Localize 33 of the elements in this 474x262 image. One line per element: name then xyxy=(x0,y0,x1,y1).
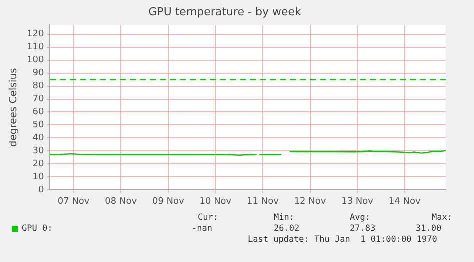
text: Last update: Thu Jan 1 01:00:00 1970 xyxy=(248,235,438,245)
y-tick-label: 10 xyxy=(32,172,44,183)
y-tick-label: 120 xyxy=(26,30,44,40)
text: 31.00 xyxy=(416,224,442,234)
x-tick-label: 13 Nov xyxy=(342,196,374,207)
y-tick-label: 30 xyxy=(32,146,44,157)
y-tick-label: 50 xyxy=(32,120,44,131)
legend-label: GPU 0: xyxy=(22,224,53,234)
text: -nan xyxy=(192,224,212,234)
y-tick-label: 90 xyxy=(32,68,44,79)
y-tick-label: 40 xyxy=(32,134,44,144)
y-tick-label: 110 xyxy=(26,42,44,53)
x-tick-label: 10 Nov xyxy=(200,196,232,207)
text: Max: xyxy=(432,213,452,223)
x-tick-label: 12 Nov xyxy=(294,196,327,207)
text: 26.02 xyxy=(274,224,300,234)
text: Min: xyxy=(274,213,294,223)
y-axis-title: degrees Celsius xyxy=(8,68,20,148)
x-tick-label: 11 Nov xyxy=(247,196,280,207)
y-tick-label: 80 xyxy=(32,82,44,92)
x-tick-label: 07 Nov xyxy=(58,196,90,207)
x-tick-label: 14 Nov xyxy=(388,196,422,207)
x-tick-label: 08 Nov xyxy=(105,196,138,207)
x-tick-label: 09 Nov xyxy=(152,196,186,207)
y-tick-label: 20 xyxy=(32,160,44,170)
text: Avg: xyxy=(350,213,370,223)
y-tick-label: 0 xyxy=(38,186,44,196)
text: 27.83 xyxy=(350,224,376,234)
chart-title: GPU temperature - by week xyxy=(148,5,302,18)
y-tick-label: 60 xyxy=(32,108,44,118)
y-tick-label: 70 xyxy=(32,94,44,105)
text: Cur: xyxy=(198,213,218,223)
y-tick-label: 100 xyxy=(26,56,44,66)
